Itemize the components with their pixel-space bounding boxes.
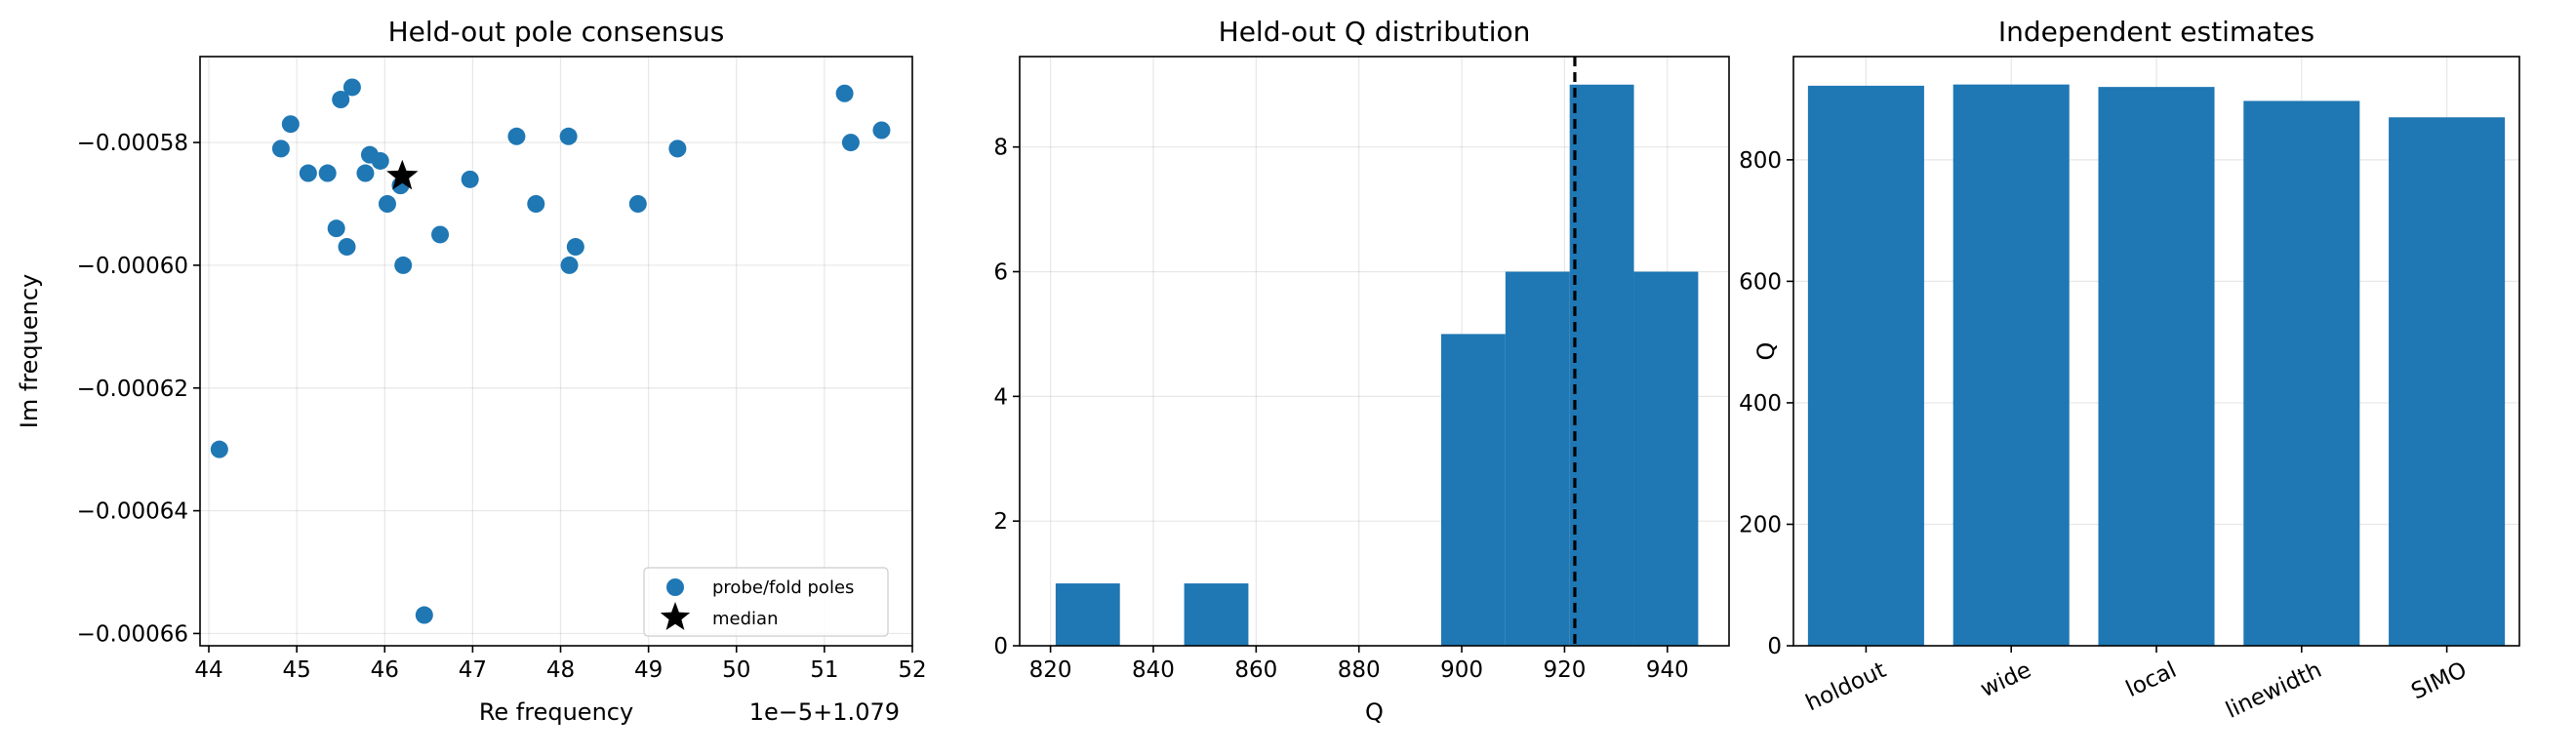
bar-y-axis-label: Q: [1752, 342, 1780, 361]
histogram-bar: [1184, 583, 1249, 646]
histogram-bar: [1505, 271, 1570, 646]
y-tick-label: 6: [993, 260, 1008, 286]
pole-point: [378, 195, 396, 213]
pole-point: [210, 440, 228, 458]
estimate-bar: [1807, 85, 1924, 646]
pole-point: [566, 238, 584, 257]
pole-point: [527, 195, 545, 213]
legend-frame: [643, 567, 889, 637]
pole-point: [668, 139, 687, 158]
x-tick-label: 47: [459, 657, 487, 683]
histogram-bar: [1633, 271, 1699, 646]
scatter-y-axis-label: Im frequency: [16, 274, 43, 428]
y-tick-label: 0: [1767, 634, 1782, 659]
pole-point: [338, 238, 356, 257]
pole-point: [327, 219, 345, 238]
x-tick-label: 840: [1132, 657, 1175, 683]
pole-point: [281, 115, 300, 134]
estimate-bar: [2098, 87, 2215, 646]
y-tick-label: −0.00062: [77, 377, 188, 402]
x-tick-label: 50: [722, 657, 750, 683]
pole-point: [371, 151, 389, 170]
x-tick-label: 45: [282, 657, 310, 683]
estimate-bar: [2243, 100, 2360, 646]
x-tick-label: 48: [546, 657, 575, 683]
x-tick-label: 44: [194, 657, 222, 683]
pole-point: [559, 127, 578, 145]
estimate-bar: [2389, 117, 2506, 646]
x-tick-label: linewidth: [2222, 657, 2325, 724]
pole-point: [271, 139, 290, 158]
scatter-legend: probe/fold poles median: [643, 567, 889, 637]
y-tick-label: −0.00066: [77, 621, 188, 647]
x-tick-label: 940: [1646, 657, 1689, 683]
x-tick-label: holdout: [1802, 657, 1890, 716]
legend-label-median: median: [712, 609, 778, 629]
pole-point: [415, 606, 433, 624]
pole-point: [872, 121, 891, 139]
y-tick-label: 200: [1739, 512, 1782, 537]
estimate-bar: [1952, 84, 2070, 646]
scatter-title: Held-out pole consensus: [388, 16, 725, 48]
x-tick-label: 880: [1338, 657, 1381, 683]
legend-star-marker: [660, 602, 691, 630]
bar-title: Independent estimates: [1998, 16, 2314, 48]
pole-point: [342, 78, 361, 97]
y-tick-label: −0.00064: [77, 499, 188, 525]
scatter-x-offset-text: 1e−5+1.079: [749, 698, 900, 726]
y-tick-label: 4: [993, 384, 1008, 410]
x-tick-label: 820: [1029, 657, 1072, 683]
y-tick-label: 0: [993, 634, 1008, 659]
pole-point: [356, 164, 375, 182]
x-tick-label: 52: [898, 657, 926, 683]
x-tick-label: local: [2122, 657, 2181, 702]
legend-label-poles: probe/fold poles: [712, 577, 854, 598]
y-tick-label: 2: [993, 509, 1008, 535]
x-tick-label: 46: [371, 657, 399, 683]
histogram-title: Held-out Q distribution: [1219, 16, 1531, 48]
scatter-axes-frame: [199, 56, 913, 647]
x-tick-label: 900: [1440, 657, 1483, 683]
pole-point: [431, 225, 450, 244]
x-tick-label: 860: [1234, 657, 1277, 683]
pole-point: [461, 170, 479, 188]
legend-circle-marker: [666, 578, 684, 596]
histogram-axes-frame: [1019, 56, 1730, 647]
pole-point: [560, 256, 579, 274]
histogram-bar: [1569, 84, 1634, 646]
pole-point: [841, 134, 860, 152]
y-tick-label: 8: [993, 136, 1008, 161]
x-tick-label: SIMO: [2407, 657, 2471, 705]
pole-point: [507, 127, 526, 145]
y-tick-label: −0.00058: [77, 131, 188, 156]
y-tick-label: 800: [1739, 148, 1782, 174]
pole-point: [394, 256, 413, 274]
x-tick-label: 51: [810, 657, 838, 683]
pole-point: [318, 164, 337, 182]
scatter-panel: 44 45 46 47 48 49 50 51 52 −0.00066 −0.00064 −0.00…: [16, 16, 927, 726]
pole-point: [299, 164, 317, 182]
histogram-x-axis-label: Q: [1365, 698, 1384, 726]
histogram-bar: [1440, 334, 1506, 646]
y-tick-label: 400: [1739, 391, 1782, 417]
pole-point: [835, 84, 854, 102]
x-tick-label: 49: [634, 657, 663, 683]
pole-point: [628, 195, 647, 213]
y-tick-label: 600: [1739, 269, 1782, 295]
histogram-bar: [1055, 583, 1120, 646]
scatter-x-axis-label: Re frequency: [479, 698, 633, 726]
pole-point: [332, 91, 350, 109]
y-tick-label: −0.00060: [77, 254, 188, 279]
x-tick-label: 920: [1543, 657, 1586, 683]
histogram-panel: 820 840 860 880 900 920 940 0 2 4 6 8 Held-out Q d…: [993, 16, 1730, 726]
median-star: [386, 159, 419, 190]
bar-panel: holdout wide local linewidth SIMO 0 200 400 600…: [1739, 16, 2520, 724]
x-tick-label: wide: [1977, 657, 2035, 702]
